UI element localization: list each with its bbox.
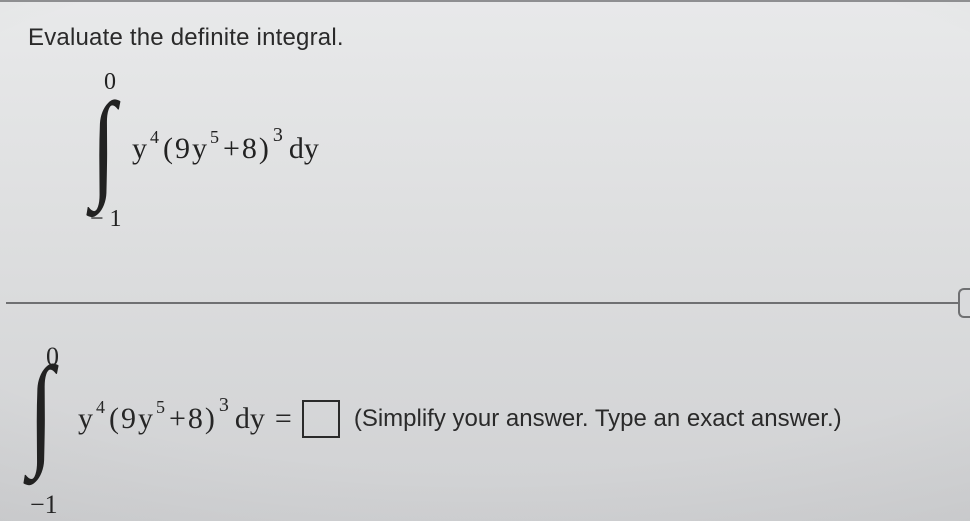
var-y-inner-a: y xyxy=(138,402,153,436)
paren-open-a: ( xyxy=(109,402,119,436)
const-8: 8 xyxy=(242,132,257,166)
paren-open: ( xyxy=(163,132,173,166)
plus-sign: + xyxy=(223,132,240,166)
scroll-hint-icon xyxy=(958,288,970,318)
var-y-a: y xyxy=(78,402,93,436)
integral-sign: 0 ∫ − 1 xyxy=(76,79,130,219)
integral-symbol-answer-icon: ∫ xyxy=(28,368,53,455)
exp-4: 4 xyxy=(150,127,159,148)
worksheet-page: Evaluate the definite integral. 0 ∫ − 1 … xyxy=(0,0,970,521)
exp-5-a: 5 xyxy=(156,397,165,418)
coeff-9: 9 xyxy=(175,132,190,166)
integrand: y4 (9y5 + 8) 3dy xyxy=(132,132,319,166)
exp-4-a: 4 xyxy=(96,397,105,418)
answer-input[interactable] xyxy=(302,400,340,438)
paren-close: ) xyxy=(259,132,269,166)
answer-row: 0 ∫ −1 y4 (9y5 + 8) 3dy = (Simplify your… xyxy=(22,344,842,494)
paren-close-a: ) xyxy=(205,402,215,436)
dy-a: dy xyxy=(235,402,265,436)
plus-sign-a: + xyxy=(169,402,186,436)
exp-3-a: 3 xyxy=(219,394,229,417)
integral-symbol-icon: ∫ xyxy=(91,103,116,187)
integral-sign-answer: 0 ∫ −1 xyxy=(22,344,74,494)
var-y: y xyxy=(132,132,147,166)
prompt-text: Evaluate the definite integral. xyxy=(28,24,942,52)
const-8-a: 8 xyxy=(188,402,203,436)
lower-limit: − 1 xyxy=(90,206,122,233)
dy: dy xyxy=(289,132,319,166)
answer-hint: (Simplify your answer. Type an exact ans… xyxy=(354,405,842,433)
exp-5: 5 xyxy=(210,127,219,148)
exp-3: 3 xyxy=(273,124,283,147)
integrand-answer: y4 (9y5 + 8) 3dy xyxy=(78,402,265,436)
integral-display: 0 ∫ − 1 y4 (9y5 + 8) 3dy xyxy=(76,74,942,224)
lower-limit-answer: −1 xyxy=(30,490,58,520)
var-y-inner: y xyxy=(192,132,207,166)
section-divider xyxy=(6,302,970,304)
coeff-9-a: 9 xyxy=(121,402,136,436)
equals-sign: = xyxy=(275,402,292,436)
